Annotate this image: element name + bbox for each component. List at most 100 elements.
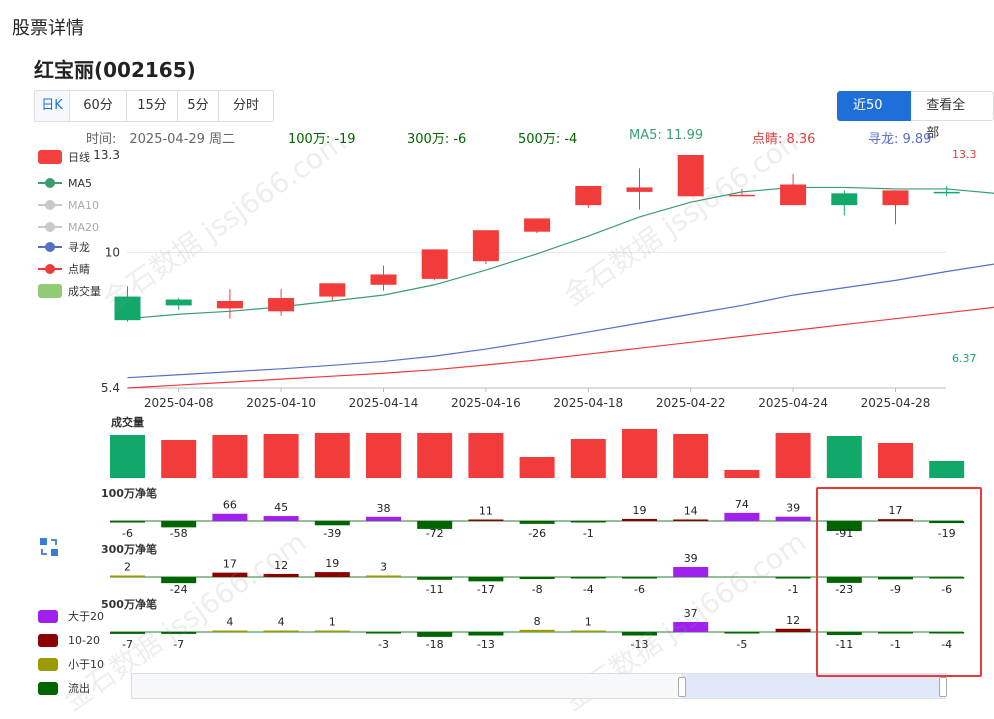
flow-bar bbox=[468, 520, 503, 522]
flow-value-label: 11 bbox=[479, 505, 493, 518]
flow-value-label: -6 bbox=[122, 527, 133, 540]
dianjing-line bbox=[128, 301, 994, 388]
flow-value-label: 39 bbox=[786, 502, 800, 515]
flow-bar bbox=[673, 567, 708, 577]
volume-bar bbox=[520, 457, 555, 478]
candle-body bbox=[371, 274, 397, 284]
flow-value-label: 19 bbox=[633, 504, 647, 517]
ma5-line bbox=[128, 187, 994, 318]
flow-bar bbox=[622, 632, 657, 636]
flow-bar bbox=[724, 513, 759, 521]
flow-bar bbox=[468, 577, 503, 581]
flow-bar bbox=[264, 516, 299, 521]
slider-left-handle[interactable] bbox=[678, 677, 686, 697]
flow-bar bbox=[315, 631, 350, 633]
x-tick-label: 2025-04-16 bbox=[451, 396, 521, 410]
x-tick-label: 2025-04-18 bbox=[553, 396, 623, 410]
volume-bar bbox=[468, 433, 503, 478]
flow-bar bbox=[571, 521, 606, 523]
candle-body bbox=[934, 192, 960, 194]
volume-bar bbox=[929, 461, 964, 478]
flow-bar bbox=[776, 517, 811, 521]
flow-value-label: -58 bbox=[170, 527, 188, 540]
slider-right-handle[interactable] bbox=[939, 677, 947, 697]
y-axis-label: 5.4 bbox=[101, 381, 120, 395]
highlight-box bbox=[816, 487, 982, 677]
flow-bar bbox=[776, 629, 811, 632]
flow-value-label: -8 bbox=[532, 583, 543, 596]
volume-bar bbox=[673, 434, 708, 478]
flow-value-label: -11 bbox=[426, 583, 444, 596]
flow-bar bbox=[571, 577, 606, 579]
flow-bar bbox=[417, 577, 452, 580]
x-tick-label: 2025-04-28 bbox=[861, 396, 931, 410]
volume-bar bbox=[161, 440, 196, 478]
flow-value-label: 14 bbox=[684, 504, 698, 517]
candle-body bbox=[115, 297, 141, 321]
flow-value-label: -26 bbox=[528, 527, 546, 540]
flow-bar bbox=[110, 576, 145, 578]
flow-value-label: 1 bbox=[329, 616, 336, 629]
flow-bar bbox=[776, 577, 811, 579]
flow-bar bbox=[520, 521, 555, 524]
flow-value-label: 4 bbox=[226, 616, 233, 629]
flow-bar bbox=[673, 622, 708, 632]
flow-value-label: -13 bbox=[631, 638, 649, 651]
candle-body bbox=[473, 230, 499, 261]
flow-bar bbox=[264, 574, 299, 577]
flow-value-label: 19 bbox=[325, 557, 339, 570]
flow-value-label: -6 bbox=[634, 583, 645, 596]
flow-value-label: 37 bbox=[684, 607, 698, 620]
candle-body bbox=[627, 187, 653, 191]
flow-value-label: -13 bbox=[477, 638, 495, 651]
flow-bar bbox=[520, 577, 555, 579]
flow-bar bbox=[315, 572, 350, 577]
volume-bar bbox=[571, 439, 606, 478]
flow-value-label: 39 bbox=[684, 552, 698, 565]
y-axis-label: 13.3 bbox=[93, 148, 120, 162]
candle-body bbox=[217, 301, 243, 308]
flow-bar bbox=[366, 517, 401, 521]
flow-value-label: -1 bbox=[788, 583, 799, 596]
candle-body bbox=[575, 186, 601, 205]
flow-value-label: -72 bbox=[426, 527, 444, 540]
candle-body bbox=[268, 298, 294, 311]
flow-value-label: -1 bbox=[583, 527, 594, 540]
flow-value-label: 17 bbox=[223, 558, 237, 571]
flow-bar bbox=[212, 514, 247, 521]
flow-bar bbox=[622, 519, 657, 521]
flow-value-label: -17 bbox=[477, 583, 495, 596]
flow-bar bbox=[212, 573, 247, 577]
candle-body bbox=[678, 155, 704, 196]
volume-bar bbox=[110, 435, 145, 478]
flow-panel-title: 500万净笔 bbox=[101, 597, 157, 611]
flow-bar bbox=[366, 576, 401, 578]
flow-bar bbox=[417, 632, 452, 637]
volume-bar bbox=[212, 435, 247, 478]
flow-value-label: 12 bbox=[274, 559, 288, 572]
flow-value-label: 4 bbox=[278, 616, 285, 629]
candle-body bbox=[780, 184, 806, 205]
flow-value-label: 1 bbox=[585, 616, 592, 629]
flow-value-label: 45 bbox=[274, 501, 288, 514]
flow-bar bbox=[520, 630, 555, 632]
x-tick-label: 2025-04-14 bbox=[349, 396, 419, 410]
flow-bar bbox=[212, 631, 247, 633]
candle-body bbox=[729, 195, 755, 197]
flow-bar bbox=[315, 521, 350, 525]
flow-panel-title: 100万净笔 bbox=[101, 486, 157, 500]
flow-bar bbox=[264, 631, 299, 633]
flow-bar bbox=[161, 632, 196, 634]
flow-bar bbox=[366, 632, 401, 634]
volume-bar bbox=[622, 429, 657, 478]
right-axis-label: 6.37 bbox=[952, 352, 977, 365]
flow-value-label: -5 bbox=[736, 638, 747, 651]
flow-bar bbox=[110, 632, 145, 634]
flow-value-label: 2 bbox=[124, 561, 131, 574]
flow-value-label: 12 bbox=[786, 614, 800, 627]
flow-value-label: -4 bbox=[583, 583, 594, 596]
y-axis-label: 10 bbox=[105, 245, 120, 259]
flow-value-label: -24 bbox=[170, 583, 188, 596]
flow-value-label: 8 bbox=[534, 615, 541, 628]
x-tick-label: 2025-04-08 bbox=[144, 396, 214, 410]
